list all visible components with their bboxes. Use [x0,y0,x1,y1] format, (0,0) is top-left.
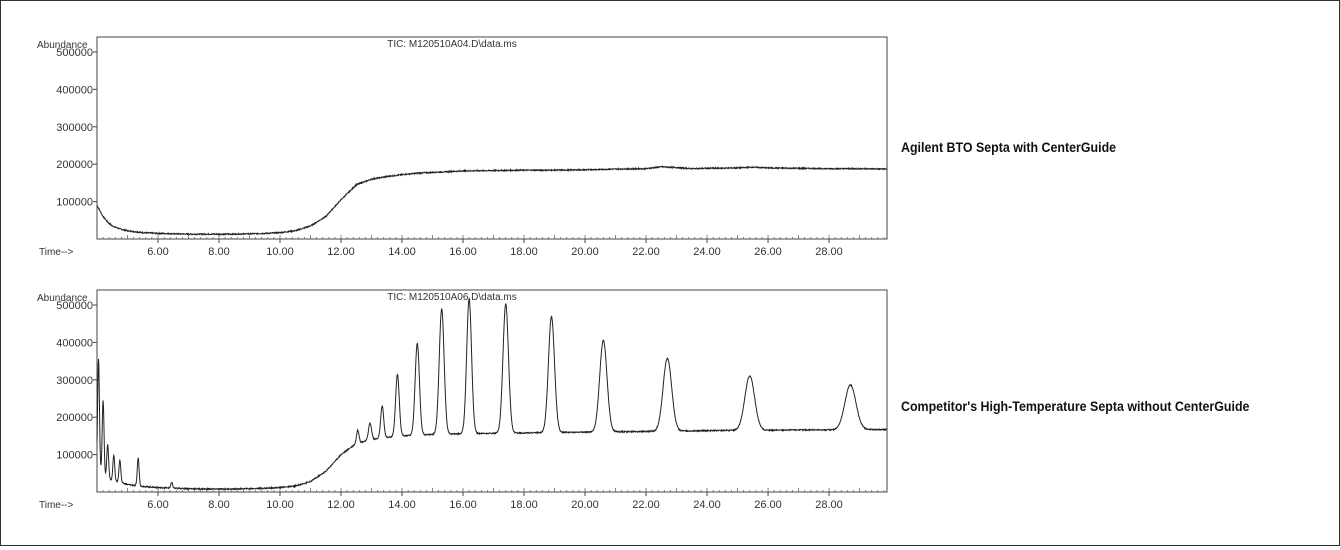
y-axis-label: Abundance [37,40,88,51]
caption-top: Agilent BTO Septa with CenterGuide [901,140,1117,155]
y-tick-label: 200000 [56,412,93,424]
x-tick-label: 12.00 [327,499,355,511]
plot-area [96,36,888,240]
x-tick-label: 20.00 [571,499,599,511]
y-tick-label: 200000 [56,159,93,171]
x-tick-label: 18.00 [510,499,538,511]
x-tick-label: 16.00 [449,499,477,511]
y-axis-label: Abundance [37,293,88,304]
tic-trace [96,165,888,237]
chart-title: TIC: M120510A06.D\data.ms [387,292,517,303]
y-tick-label: 400000 [56,84,93,96]
x-tick-label: 6.00 [147,499,168,511]
x-tick-label: 12.00 [327,246,355,258]
chromatogram-top: Abundance TIC: M120510A04.D\data.ms 100000… [37,36,888,258]
y-tick-label: 500000 [56,300,93,312]
x-axis-label: Time--> [39,500,74,511]
x-tick-label: 28.00 [815,246,843,258]
x-tick-label: 8.00 [208,499,229,511]
chart-title: TIC: M120510A04.D\data.ms [387,39,517,50]
x-tick-label: 10.00 [266,246,294,258]
y-tick-label: 400000 [56,337,93,349]
caption-bottom: Competitor's High-Temperature Septa with… [901,399,1250,414]
x-tick-label: 16.00 [449,246,477,258]
x-tick-label: 24.00 [693,246,721,258]
x-tick-label: 22.00 [632,246,660,258]
y-tick-label: 100000 [56,197,93,209]
x-tick-label: 6.00 [147,246,168,258]
y-tick-label: 100000 [56,450,93,462]
plot-area [96,289,888,493]
y-tick-label: 500000 [56,47,93,59]
y-tick-label: 300000 [56,375,93,387]
tic-trace [96,296,888,491]
y-tick-label: 300000 [56,122,93,134]
x-tick-label: 26.00 [754,246,782,258]
x-tick-label: 28.00 [815,499,843,511]
x-tick-label: 10.00 [266,499,294,511]
x-tick-label: 14.00 [388,246,416,258]
x-tick-label: 20.00 [571,246,599,258]
chromatogram-bottom: Abundance TIC: M120510A06.D\data.ms 100000… [37,289,888,511]
x-axis-label: Time--> [39,247,74,258]
x-tick-label: 8.00 [208,246,229,258]
x-tick-label: 22.00 [632,499,660,511]
x-tick-label: 14.00 [388,499,416,511]
x-tick-label: 24.00 [693,499,721,511]
x-tick-label: 26.00 [754,499,782,511]
x-tick-label: 18.00 [510,246,538,258]
